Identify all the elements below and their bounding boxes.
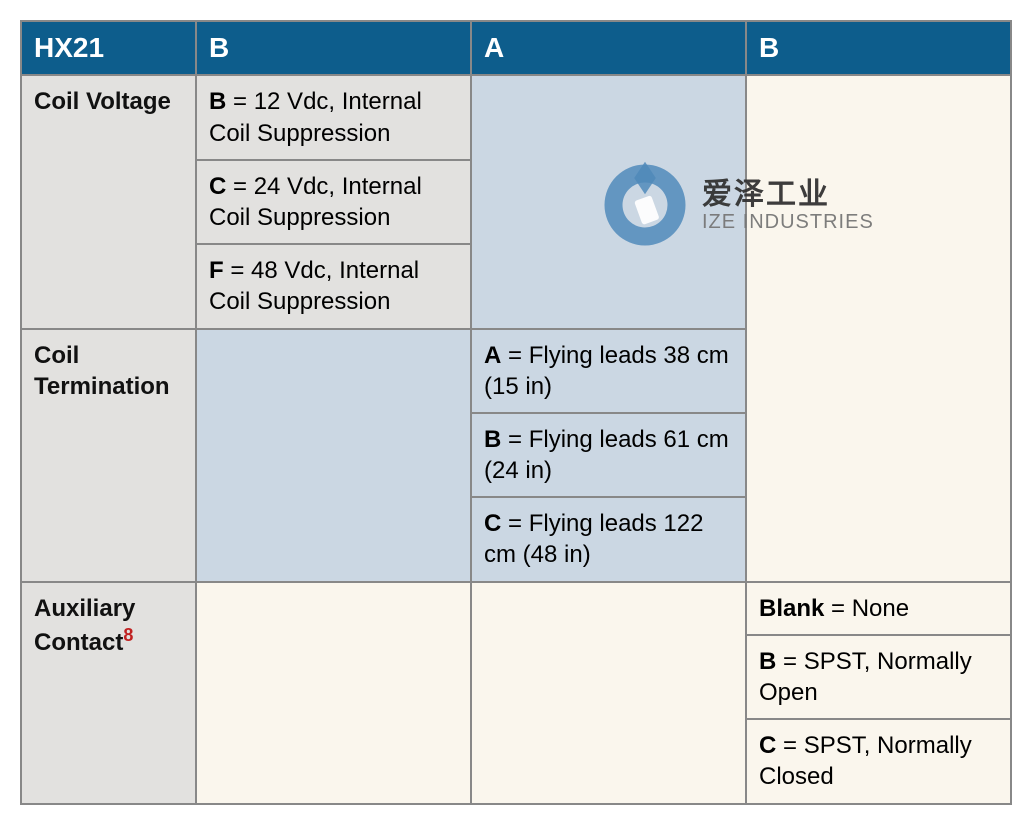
option-code: C [759,732,776,759]
empty-cell-cream [746,75,1011,581]
option-text: = 48 Vdc, Internal Coil Suppression [209,257,419,315]
aux-option-blank: Blank = None [746,582,1011,635]
coil-voltage-option-b: B = 12 Vdc, Internal Coil Suppression [196,75,471,159]
option-code: B [484,426,501,453]
option-text: = SPST, Normally Open [759,648,972,706]
option-text: = Flying leads 61 cm (24 in) [484,426,729,484]
option-text: = Flying leads 122 cm (48 in) [484,510,703,568]
coil-term-option-b: B = Flying leads 61 cm (24 in) [471,413,746,497]
header-col-2: B [196,21,471,75]
option-code: B [759,648,776,675]
empty-cell-blue [471,75,746,328]
option-text: = 12 Vdc, Internal Coil Suppression [209,88,422,146]
aux-option-c: C = SPST, Normally Closed [746,719,1011,803]
option-code: F [209,257,224,284]
coil-term-option-c: C = Flying leads 122 cm (48 in) [471,497,746,581]
table-row: Coil Voltage B = 12 Vdc, Internal Coil S… [21,75,1011,159]
product-code-table: HX21 B A B Coil Voltage B = 12 Vdc, Inte… [20,20,1012,805]
row-label-aux-contact: Auxiliary Contact8 [21,582,196,804]
option-text: = SPST, Normally Closed [759,732,972,790]
coil-term-option-a: A = Flying leads 38 cm (15 in) [471,329,746,413]
aux-option-b: B = SPST, Normally Open [746,635,1011,719]
product-code-table-wrap: HX21 B A B Coil Voltage B = 12 Vdc, Inte… [20,20,1010,805]
option-text: = Flying leads 38 cm (15 in) [484,342,729,400]
header-col-1: HX21 [21,21,196,75]
coil-voltage-option-f: F = 48 Vdc, Internal Coil Suppression [196,244,471,328]
header-col-3: A [471,21,746,75]
option-code: B [209,88,226,115]
row-label-coil-termination: Coil Termination [21,329,196,582]
header-col-4: B [746,21,1011,75]
aux-label-text: Auxiliary Contact [34,595,135,656]
empty-cell-cream-3 [471,582,746,804]
footnote-marker: 8 [123,625,133,645]
table-row: Auxiliary Contact8 Blank = None [21,582,1011,635]
option-code: C [209,173,226,200]
option-text: = None [824,595,909,622]
option-text: = 24 Vdc, Internal Coil Suppression [209,173,422,231]
option-code: Blank [759,595,824,622]
coil-voltage-option-c: C = 24 Vdc, Internal Coil Suppression [196,160,471,244]
option-code: A [484,342,501,369]
header-row: HX21 B A B [21,21,1011,75]
option-code: C [484,510,501,537]
empty-cell-blue-2 [196,329,471,582]
empty-cell-cream-2 [196,582,471,804]
row-label-coil-voltage: Coil Voltage [21,75,196,328]
